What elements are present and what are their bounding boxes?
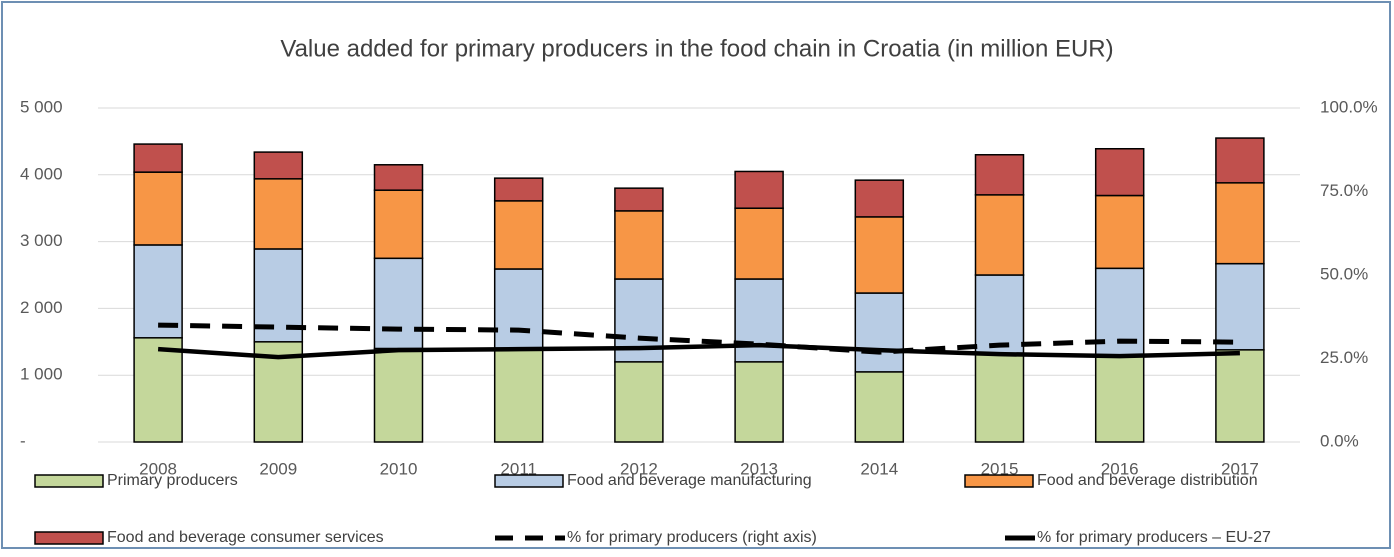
- bar-segment: [253, 178, 304, 250]
- x-tick-label: 2017: [1221, 459, 1259, 478]
- legend-swatch: [964, 474, 1034, 488]
- bar-segment: [493, 200, 544, 270]
- bar-segment: [614, 210, 664, 280]
- line: [158, 322, 1240, 355]
- bar-segment: [854, 179, 905, 218]
- bar-segment: [373, 164, 424, 191]
- bar-segment: [734, 361, 784, 443]
- legend-label: Food and beverage manufacturing: [567, 472, 812, 489]
- y-tick-label: 2 000: [20, 298, 63, 317]
- bar-segment: [1215, 137, 1265, 184]
- bar-segment: [974, 274, 1025, 354]
- y2-tick-label: 25.0%: [1320, 348, 1368, 367]
- legend-label: Food and beverage consumer services: [107, 529, 384, 546]
- bar-segment: [133, 244, 183, 339]
- y2-tick-label: 75.0%: [1320, 181, 1368, 200]
- y-tick-label: -: [20, 431, 26, 450]
- bar-segment: [854, 371, 905, 443]
- bar-segment: [373, 347, 424, 443]
- bar-segment: [734, 207, 784, 280]
- legend-label: Primary producers: [107, 472, 238, 489]
- x-tick-label: 2014: [860, 459, 898, 478]
- bar-segment: [493, 177, 544, 202]
- bar-segment: [1094, 147, 1145, 197]
- bar-segment: [854, 216, 905, 294]
- bar-segment: [854, 292, 905, 373]
- bar-segment: [373, 257, 424, 350]
- bar-segment: [133, 337, 183, 443]
- x-tick-label: 2008: [139, 459, 177, 478]
- y-tick-label: 1 000: [20, 365, 63, 384]
- legend-swatch: [34, 474, 104, 488]
- bar-segment: [253, 151, 304, 180]
- y2-tick-label: 50.0%: [1320, 264, 1368, 283]
- bar-segment: [133, 171, 183, 246]
- x-tick-label: 2009: [259, 459, 297, 478]
- bar-segment: [1094, 194, 1145, 270]
- bar-segment: [1215, 349, 1265, 443]
- bar-segment: [493, 268, 544, 350]
- bar-segment: [974, 352, 1025, 443]
- y-tick-label: 3 000: [20, 231, 63, 250]
- x-tick-label: 2010: [380, 459, 418, 478]
- y-tick-label: 4 000: [20, 164, 63, 183]
- bar-segment: [614, 361, 664, 443]
- bar-segment: [1215, 262, 1265, 351]
- legend-label: % for primary producers (right axis): [567, 529, 817, 546]
- x-tick-label: 2013: [740, 459, 778, 478]
- legend-label: Food and beverage distribution: [1037, 472, 1258, 489]
- x-tick-label: 2011: [500, 459, 537, 478]
- legend-swatch: [494, 474, 564, 488]
- x-tick-label: 2015: [981, 459, 1019, 478]
- bar-segment: [734, 170, 784, 209]
- bar-segment: [734, 278, 784, 363]
- chart-title: Value added for primary producers in the…: [280, 35, 1113, 62]
- y-tick-label: 5 000: [20, 97, 63, 116]
- bar-segment: [373, 189, 424, 260]
- legend-swatch: [34, 531, 104, 545]
- bar-segment: [133, 143, 183, 173]
- x-tick-label: 2012: [620, 459, 658, 478]
- bar-segment: [1215, 182, 1265, 265]
- bar-segment: [493, 347, 544, 443]
- x-tick-label: 2016: [1101, 459, 1139, 478]
- y2-tick-label: 100.0%: [1320, 97, 1378, 116]
- line: [157, 342, 1240, 360]
- y2-tick-label: 0.0%: [1320, 431, 1359, 450]
- bar-segment: [974, 154, 1025, 196]
- legend-label: % for primary producers – EU-27: [1037, 529, 1271, 546]
- bar-segment: [614, 187, 664, 212]
- bar-segment: [1094, 354, 1145, 443]
- bar-segment: [974, 194, 1025, 276]
